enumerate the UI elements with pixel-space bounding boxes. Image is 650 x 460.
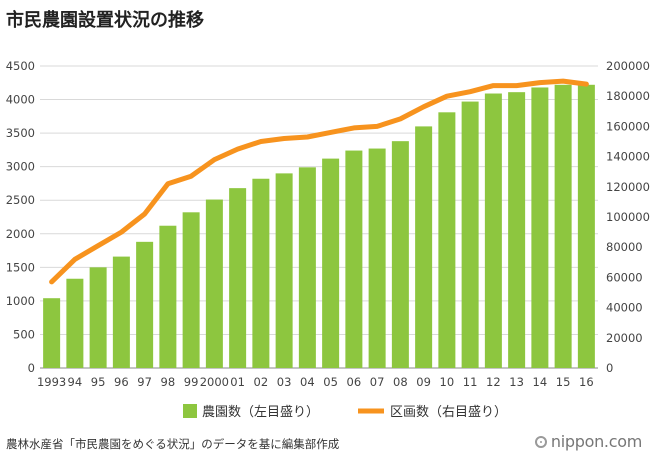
x-tick-label: 13 <box>509 375 524 389</box>
left-tick-label: 2000 <box>6 227 35 241</box>
right-tick-label: 120000 <box>606 180 650 194</box>
right-tick-label: 100000 <box>606 210 650 224</box>
x-tick-label: 02 <box>254 375 269 389</box>
right-tick-label: 160000 <box>606 119 650 133</box>
x-tick-label: 2000 <box>200 375 229 389</box>
bar <box>531 87 549 368</box>
left-tick-label: 3500 <box>6 126 35 140</box>
x-tick-label: 95 <box>91 375 106 389</box>
line-path <box>49 78 589 285</box>
bar <box>322 158 340 368</box>
left-tick-label: 2500 <box>6 193 35 207</box>
x-tick-label: 1993 <box>37 375 66 389</box>
left-tick-label: 1500 <box>6 260 35 274</box>
x-tick-label: 16 <box>579 375 594 389</box>
x-axis-ticks: 1993 94 95 96 97 98 99 2000 01 02 03 04 05 06 07 08 09 10… <box>37 375 594 389</box>
bar <box>345 150 363 368</box>
x-tick-label: 07 <box>370 375 385 389</box>
legend-swatch-bar <box>183 404 197 418</box>
bar <box>182 212 200 368</box>
brand-logo: nippon.com <box>534 432 642 451</box>
right-tick-label: 180000 <box>606 89 650 103</box>
brand-name: nippon.com <box>550 432 642 451</box>
x-tick-label: 12 <box>486 375 501 389</box>
right-tick-label: 20000 <box>606 331 643 345</box>
bar <box>112 256 130 368</box>
right-tick-label: 60000 <box>606 270 643 284</box>
bar <box>391 141 409 368</box>
bar <box>461 101 479 369</box>
chart-title: 市民農園設置状況の推移 <box>6 10 204 31</box>
right-tick-label: 80000 <box>606 240 643 254</box>
x-tick-label: 97 <box>137 375 152 389</box>
bar <box>554 84 572 369</box>
left-tick-label: 500 <box>13 327 35 341</box>
left-tick-label: 0 <box>28 361 35 375</box>
x-tick-label: 11 <box>463 375 478 389</box>
legend: 農園数（左目盛り） 区画数（右目盛り） <box>183 404 507 420</box>
bar <box>159 225 177 368</box>
bar-series <box>43 84 595 369</box>
bar <box>205 199 223 368</box>
bar <box>275 173 293 368</box>
nippon-logo-icon <box>534 435 547 448</box>
right-tick-label: 40000 <box>606 301 643 315</box>
x-tick-label: 15 <box>556 375 571 389</box>
left-tick-label: 3000 <box>6 160 35 174</box>
bar <box>415 126 433 369</box>
bar <box>229 188 247 368</box>
x-tick-label: 03 <box>277 375 292 389</box>
bar <box>43 298 61 368</box>
x-tick-label: 99 <box>184 375 199 389</box>
x-tick-label: 96 <box>114 375 129 389</box>
x-tick-label: 08 <box>393 375 408 389</box>
x-tick-label: 05 <box>323 375 338 389</box>
bar <box>136 241 154 368</box>
bar <box>438 112 456 368</box>
x-tick-label: 06 <box>347 375 362 389</box>
line-series <box>49 78 589 285</box>
x-tick-label: 09 <box>416 375 431 389</box>
left-axis-ticks: 0 500 1000 1500 2000 2500 3000 3500 4000 4500 <box>6 59 35 375</box>
bar <box>252 178 270 368</box>
bar <box>66 278 84 368</box>
bar <box>298 167 316 368</box>
x-tick-label: 98 <box>161 375 176 389</box>
gridlines <box>40 65 598 369</box>
x-tick-label: 10 <box>440 375 455 389</box>
bar <box>484 93 502 368</box>
x-tick-label: 94 <box>68 375 83 389</box>
x-tick-label: 01 <box>230 375 245 389</box>
left-tick-label: 1000 <box>6 294 35 308</box>
legend-label-bar: 農園数（左目盛り） <box>202 405 319 420</box>
bar <box>577 84 595 369</box>
right-tick-label: 0 <box>606 361 613 375</box>
right-tick-label: 200000 <box>606 59 650 73</box>
source-note: 農林水産省「市民農園をめぐる状況」のデータを基に編集部作成 <box>6 437 340 451</box>
left-tick-label: 4000 <box>6 93 35 107</box>
bar <box>508 92 526 368</box>
bar <box>368 148 386 368</box>
x-tick-label: 14 <box>533 375 548 389</box>
right-axis-ticks: 0 20000 40000 60000 80000 100000 120000 140000 1… <box>606 59 650 375</box>
x-tick-label: 04 <box>300 375 315 389</box>
left-tick-label: 4500 <box>6 59 35 73</box>
legend-label-line: 区画数（右目盛り） <box>390 405 507 420</box>
right-tick-label: 140000 <box>606 150 650 164</box>
bar <box>89 267 107 368</box>
